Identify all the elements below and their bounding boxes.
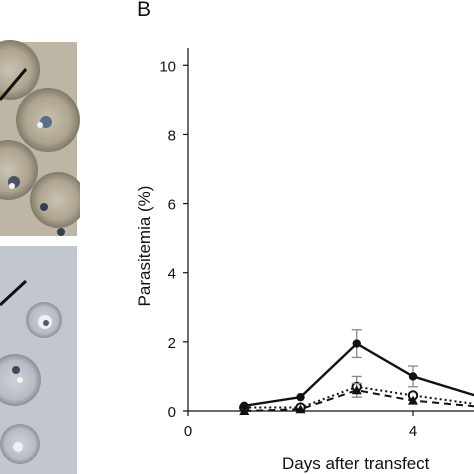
data-point	[296, 392, 305, 402]
micrograph-image	[0, 40, 80, 474]
series-3	[239, 382, 474, 415]
series-layer	[239, 329, 474, 415]
data-point	[240, 401, 249, 411]
data-point	[408, 395, 418, 405]
y-tick-label: 10	[159, 58, 176, 75]
data-point	[408, 372, 418, 381]
data-point	[351, 385, 362, 395]
data-point	[295, 404, 306, 414]
axes: 024681004812	[159, 48, 474, 440]
data-point	[239, 406, 250, 415]
micrograph-panel	[0, 0, 80, 474]
series-line	[244, 389, 474, 412]
x-tick-label: 4	[409, 423, 417, 440]
x-axis-label: Days after transfect	[282, 454, 430, 473]
series-line	[244, 385, 474, 409]
y-tick-label: 4	[168, 266, 176, 283]
data-point	[352, 339, 361, 348]
y-tick-label: 8	[168, 127, 176, 144]
y-axis-label: Parasitemia (%)	[135, 186, 154, 307]
y-tick-label: 2	[168, 335, 176, 352]
series-2	[240, 329, 474, 411]
y-tick-label: 6	[168, 197, 176, 214]
y-tick-label: 0	[168, 404, 176, 421]
series-1	[239, 375, 474, 413]
panel-label: B	[137, 0, 152, 21]
series-line	[244, 342, 474, 408]
x-tick-label: 0	[184, 423, 192, 440]
